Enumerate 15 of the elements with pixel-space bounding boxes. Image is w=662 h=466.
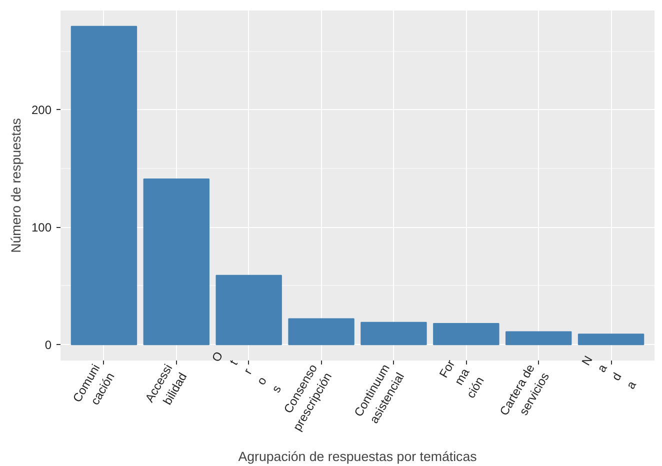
x-tick-label: O t r o s xyxy=(209,349,284,395)
bar xyxy=(216,274,282,346)
bar xyxy=(360,322,427,346)
bar xyxy=(288,318,354,346)
x-axis-title: Agrupación de respuestas por temáticas xyxy=(238,448,478,464)
bar xyxy=(143,178,210,346)
x-tick-label: N a d a xyxy=(578,353,640,392)
bar xyxy=(433,323,500,346)
y-tick-label: 0 xyxy=(44,338,52,352)
bar xyxy=(506,331,572,346)
y-tick-label: 100 xyxy=(31,220,52,235)
bar xyxy=(578,334,644,346)
bar xyxy=(70,26,138,346)
y-tick-label: 200 xyxy=(31,103,52,118)
y-axis-title: Número de respuestas xyxy=(8,118,24,253)
